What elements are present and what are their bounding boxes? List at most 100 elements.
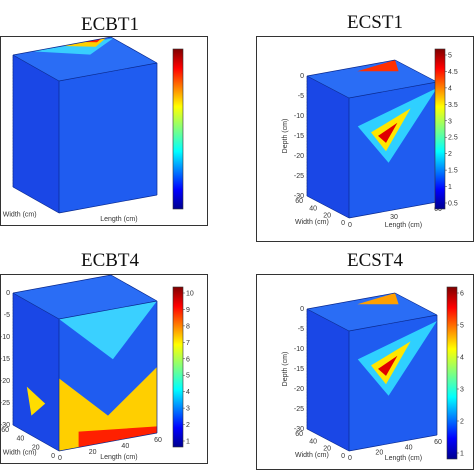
colorbar-tick-label: 3 xyxy=(460,387,464,394)
cube-edge xyxy=(348,434,438,452)
cube-top-face xyxy=(13,275,157,319)
cube-edge xyxy=(12,292,60,320)
colorbar-tick-label: 3.5 xyxy=(448,102,458,109)
cube-left-face xyxy=(13,293,59,451)
y-tick-label: 20 xyxy=(32,444,40,451)
chart-panel-ecst4: 0 -5 -10 -15 -20 -25 -30 60 40 20 0 0 20 40 60 Length (… xyxy=(256,274,474,470)
cube-edge xyxy=(348,314,438,332)
colorbar-tick-label: 10 xyxy=(186,291,194,298)
chart-panel-ecbt1: Length (cm)Width (cm)Depth (cm) xyxy=(0,36,208,226)
cube-edge xyxy=(306,428,350,452)
cube-edge xyxy=(12,186,60,214)
z-tick-label: -15 xyxy=(294,133,304,140)
x-axis-label: Length (cm) xyxy=(385,455,422,462)
x-axis-label: Length (cm) xyxy=(385,222,422,229)
cube-top-face xyxy=(307,293,437,331)
chart-ecbt1-plot: Length (cm)Width (cm)Depth (cm) xyxy=(3,36,184,223)
z-tick-label: -15 xyxy=(0,356,10,363)
cube-edge xyxy=(110,274,158,302)
cube-edge xyxy=(58,62,158,82)
colorbar-tick-label: 4 xyxy=(460,355,464,362)
y-tick-label: 0 xyxy=(51,453,55,460)
cube-edge xyxy=(12,36,112,56)
y-tick-label: 0 xyxy=(341,220,345,227)
z-tick-label: -10 xyxy=(294,346,304,353)
cube-edge xyxy=(58,300,158,320)
colorbar-tick-label: 9 xyxy=(186,307,190,314)
cube-edge xyxy=(12,424,60,452)
colorbar-tick-label: 6 xyxy=(460,291,464,298)
chart-title-ecst1: ECST1 xyxy=(347,12,403,33)
z-tick-label: -20 xyxy=(294,386,304,393)
colorbar-tick-label: 8 xyxy=(186,323,190,330)
x-tick-label: 60 xyxy=(434,206,442,213)
cube-edge xyxy=(58,194,158,214)
x-tick-label: 40 xyxy=(121,443,129,450)
cube-front-face xyxy=(59,63,157,213)
x-tick-label: 0 xyxy=(58,455,62,462)
y-tick-label: 60 xyxy=(1,427,9,434)
cube-edge xyxy=(394,292,438,316)
colorbar xyxy=(434,48,446,210)
colorbar-tick-label: 1 xyxy=(460,451,464,458)
colorbar xyxy=(172,286,184,448)
z-tick-label: -15 xyxy=(294,366,304,373)
y-tick-label: 20 xyxy=(323,446,331,453)
chart-panel-ecst1: 0 -5 -10 -15 -20 -25 -30 60 40 20 0 0 30 60 Length (cm… xyxy=(256,36,474,242)
cube-left-face xyxy=(307,309,349,451)
cube-edge xyxy=(348,81,438,99)
colorbar-tick-label: 2.5 xyxy=(448,135,458,142)
cube-edge xyxy=(12,274,112,294)
z-tick-label: -30 xyxy=(294,426,304,433)
x-axis-label: Length (cm) xyxy=(100,216,137,223)
colorbar-tick-label: 4 xyxy=(448,85,452,92)
cube-edge xyxy=(306,195,350,219)
y-tick-label: 40 xyxy=(17,436,25,443)
colorbar-tick-label: 7 xyxy=(186,340,190,347)
colorbar-tick-label: 1.5 xyxy=(448,168,458,175)
y-tick-label: 40 xyxy=(309,205,317,212)
cube-edge xyxy=(394,59,438,83)
y-tick-label: 60 xyxy=(295,431,303,438)
y-axis-label: Width (cm) xyxy=(3,212,37,219)
colorbar-tick-label: 2 xyxy=(460,419,464,426)
y-axis-label: Width (cm) xyxy=(295,219,329,226)
z-axis-label: Depth (cm) xyxy=(282,119,289,154)
x-tick-label: 60 xyxy=(154,437,162,444)
z-tick-label: -10 xyxy=(0,334,10,341)
cube-left-face xyxy=(307,76,349,218)
hotspot-front-core xyxy=(78,426,157,448)
colorbar xyxy=(446,286,458,460)
y-axis-label: Width (cm) xyxy=(3,450,37,457)
z-tick-label: 0 xyxy=(300,306,304,313)
z-tick-label: -20 xyxy=(0,378,10,385)
z-tick-label: -25 xyxy=(0,400,10,407)
colorbar-tick-label: 3 xyxy=(186,406,190,413)
cube-edge xyxy=(306,75,350,99)
colorbar-tick-label: 6 xyxy=(186,356,190,363)
wedge-front xyxy=(59,301,157,360)
cube-left-face xyxy=(13,55,59,213)
z-tick-label: -25 xyxy=(294,173,304,180)
z-tick-label: 0 xyxy=(300,73,304,80)
chart-title-ecst4: ECST4 xyxy=(347,250,403,271)
x-tick-label: 0 xyxy=(348,222,352,229)
chart-panel-ecbt4: 0 -5 -10 -15 -20 -25 -30 60 40 20 0 0 20 40 60 Length (… xyxy=(0,274,208,464)
z-tick-label: -10 xyxy=(294,113,304,120)
x-tick-label: 0 xyxy=(348,455,352,462)
z-tick-label: -5 xyxy=(298,93,304,100)
colorbar-tick-label: 1 xyxy=(186,439,190,446)
cube-edge xyxy=(110,36,158,64)
y-tick-label: 0 xyxy=(341,453,345,460)
x-tick-label: 30 xyxy=(390,214,398,221)
x-axis-label: Length (cm) xyxy=(100,454,137,461)
colorbar-tick-label: 5 xyxy=(186,373,190,380)
cube-edge xyxy=(58,432,158,452)
hotspot-left xyxy=(26,386,46,416)
hotspot-core xyxy=(378,355,398,376)
colorbar-tick-label: 2 xyxy=(448,151,452,158)
colorbar-tick-label: 4 xyxy=(186,389,190,396)
cube-edge xyxy=(348,201,438,219)
